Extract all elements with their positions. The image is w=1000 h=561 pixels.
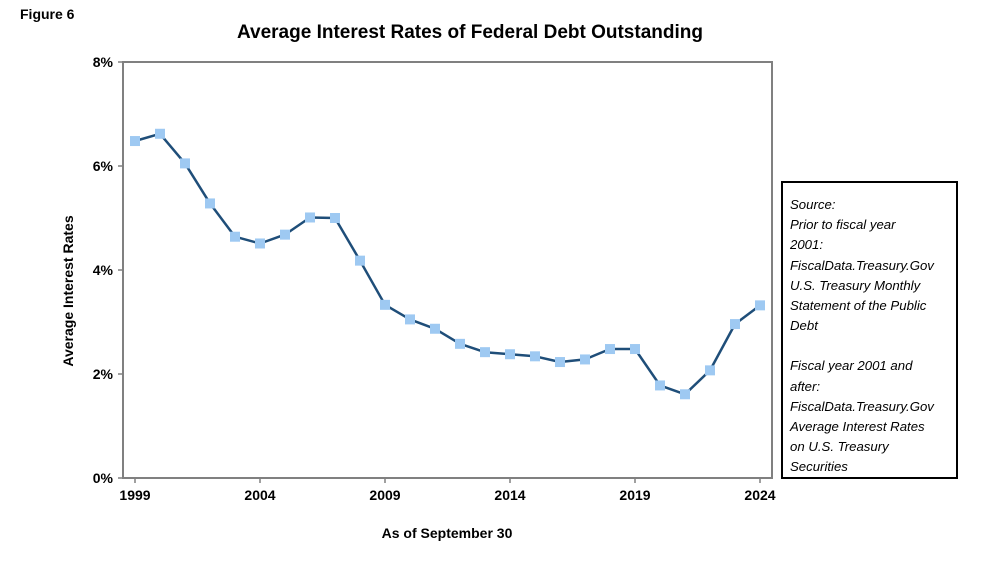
data-point-marker (255, 238, 265, 249)
x-tick-label: 2019 (619, 487, 650, 503)
y-axis-label: Average Interest Rates (60, 215, 76, 366)
x-axis-label: As of September 30 (382, 525, 513, 541)
y-tick-label: 4% (93, 262, 114, 278)
data-point-marker (405, 314, 415, 325)
source-note-line: after: (790, 378, 821, 394)
source-note-line: Source: (790, 197, 836, 212)
data-point-marker (480, 347, 490, 358)
y-tick-label: 8% (93, 54, 114, 70)
data-point-marker (155, 128, 165, 139)
source-note-line: FiscalData.Treasury.Gov (790, 398, 934, 414)
x-tick-label: 2014 (494, 487, 525, 503)
data-point-marker (605, 344, 615, 355)
source-note-line: Statement of the Public (790, 298, 927, 314)
data-point-marker (430, 323, 440, 334)
data-point-marker (230, 231, 240, 242)
y-tick-label: 0% (93, 470, 114, 486)
data-point-marker (305, 212, 315, 223)
data-point-marker (705, 365, 715, 376)
data-point-marker (555, 357, 565, 368)
source-note-line: Fiscal year 2001 and (790, 358, 913, 374)
y-tick-label: 2% (93, 366, 114, 382)
source-note-line: Securities (790, 459, 848, 475)
data-point-marker (130, 136, 140, 147)
source-note-line: FiscalData.Treasury.Gov (790, 257, 934, 273)
source-note-box: Source: Prior to fiscal year 2001: FiscalDa… (781, 181, 958, 479)
x-tick-label: 2009 (369, 487, 400, 503)
data-point-marker (355, 255, 365, 266)
chart-title: Average Interest Rates of Federal Debt O… (237, 22, 703, 43)
data-point-marker (280, 229, 290, 240)
data-point-marker (580, 354, 590, 365)
source-note-line: on U.S. Treasury (790, 439, 889, 455)
data-point-marker (630, 344, 640, 355)
source-note-line: Average Interest Rates (790, 419, 925, 435)
data-point-marker (680, 389, 690, 400)
source-note-line: Prior to fiscal year (790, 217, 896, 233)
x-tick-label: 2004 (244, 487, 275, 503)
data-point-marker (380, 299, 390, 310)
x-tick-label: 1999 (119, 487, 150, 503)
data-point-marker (655, 380, 665, 391)
data-point-marker (330, 213, 340, 223)
series-line (134, 132, 761, 396)
source-note-line: U.S. Treasury Monthly (790, 277, 921, 293)
y-tick-label: 6% (93, 158, 114, 174)
data-point-marker (730, 319, 740, 330)
source-note-line: 2001: (790, 237, 824, 253)
figure-label: Figure 6 (20, 6, 75, 22)
data-point-marker (530, 351, 540, 362)
plot-area-border (122, 61, 773, 479)
data-point-marker (755, 300, 765, 311)
data-point-marker (180, 158, 190, 169)
data-point-marker (505, 349, 515, 360)
data-point-marker (455, 338, 465, 349)
x-tick-label: 2024 (744, 487, 775, 503)
data-point-marker (205, 198, 215, 209)
source-note-part-2: Fiscal year 2001 and after: FiscalData.Tre… (790, 356, 952, 477)
source-note-part-1: Source: Prior to fiscal year 2001: FiscalDa… (790, 195, 952, 336)
source-note-line: Debt (790, 318, 818, 334)
